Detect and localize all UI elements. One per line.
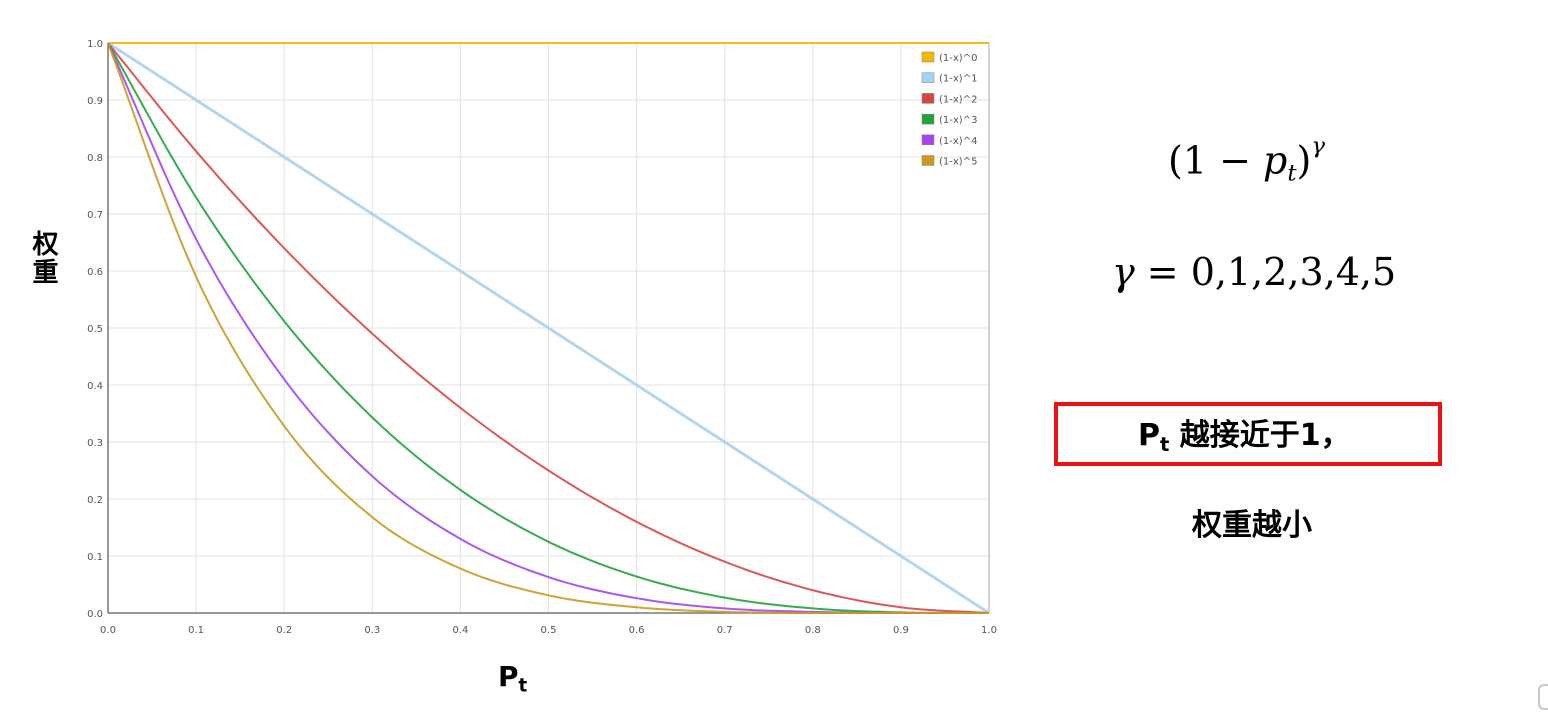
gamma-values: γ = 0,1,2,3,4,5 <box>1112 250 1396 294</box>
x-tick-label: 0.2 <box>276 625 292 636</box>
x-axis-label-sub: t <box>518 675 528 697</box>
gamma-symbol: γ <box>1112 250 1135 294</box>
series-line-1 <box>107 41 990 615</box>
x-tick-label: 0.7 <box>717 625 733 636</box>
x-tick-labels: 0.0 0.1 0.2 0.3 0.4 0.5 0.6 0.7 0.8 0.9 1.0 <box>100 625 997 636</box>
legend-swatch <box>921 155 935 166</box>
note-line-2: 权重越小 <box>1192 508 1312 543</box>
note-p: P <box>1138 418 1160 453</box>
scroll-handle[interactable] <box>1538 684 1548 710</box>
formula-p-sub: t <box>1287 160 1297 187</box>
legend-label: (1-x)^2 <box>939 94 977 105</box>
y-tick-label: 0.6 <box>87 267 103 278</box>
note-p-sub: t <box>1160 432 1170 456</box>
formula-p: p <box>1263 138 1288 183</box>
formula-exponent: γ <box>1311 133 1325 159</box>
series-line-2 <box>107 42 990 614</box>
legend-label: (1-x)^3 <box>939 115 977 126</box>
x-tick-label: 0.8 <box>805 625 821 636</box>
y-tick-label: 0.5 <box>87 324 103 335</box>
legend: (1-x)^0 (1-x)^1 (1-x)^2 (1-x)^3 (1-x)^4 (1-x)… <box>921 51 977 168</box>
series-line-3 <box>107 42 989 614</box>
y-tick-label: 0.2 <box>87 495 103 506</box>
legend-swatch <box>921 72 935 83</box>
x-axis-label: Pt <box>498 660 527 696</box>
y-tick-label: 0.7 <box>87 210 103 221</box>
legend-label: (1-x)^4 <box>939 136 977 147</box>
focal-formula: (1 − pt)γ <box>1168 133 1325 186</box>
y-tick-label: 0.8 <box>87 153 103 164</box>
x-tick-label: 0.5 <box>541 625 557 636</box>
formula-close: ) <box>1296 138 1312 183</box>
series-line-5 <box>107 42 989 614</box>
y-tick-label: 0.9 <box>87 96 103 107</box>
x-tick-label: 0.3 <box>364 625 380 636</box>
y-tick-label: 0.3 <box>87 438 103 449</box>
legend-swatch <box>921 134 935 146</box>
x-tick-label: 0.0 <box>100 625 116 636</box>
y-axis-label: 权重 <box>28 230 58 286</box>
formula-open: (1 − <box>1168 138 1263 183</box>
legend-label: (1-x)^5 <box>939 157 977 168</box>
legend-label: (1-x)^1 <box>939 74 977 85</box>
x-tick-label: 0.4 <box>452 625 468 636</box>
y-tick-label: 0.1 <box>87 552 103 563</box>
y-tick-labels: 0.0 0.1 0.2 0.3 0.4 0.5 0.6 0.7 0.8 0.9 1.0 <box>87 39 103 620</box>
x-tick-label: 0.6 <box>629 625 645 636</box>
y-tick-label: 0.4 <box>87 381 103 392</box>
series-lines <box>107 41 990 615</box>
legend-swatch <box>921 113 935 125</box>
gamma-list: = 0,1,2,3,4,5 <box>1134 250 1397 294</box>
legend-label: (1-x)^0 <box>939 53 977 64</box>
y-tick-label: 1.0 <box>87 39 103 50</box>
highlight-box <box>1054 402 1442 466</box>
x-axis-label-main: P <box>498 660 519 693</box>
note-text-1: 越接近于1， <box>1169 418 1351 453</box>
x-tick-label: 0.9 <box>893 625 909 636</box>
note-line-1: Pt 越接近于1， <box>1138 410 1351 456</box>
legend-swatch <box>921 51 935 63</box>
y-tick-label: 0.0 <box>87 609 103 620</box>
x-tick-label: 0.1 <box>188 625 204 636</box>
x-tick-label: 1.0 <box>981 625 997 636</box>
legend-swatch <box>921 93 935 104</box>
